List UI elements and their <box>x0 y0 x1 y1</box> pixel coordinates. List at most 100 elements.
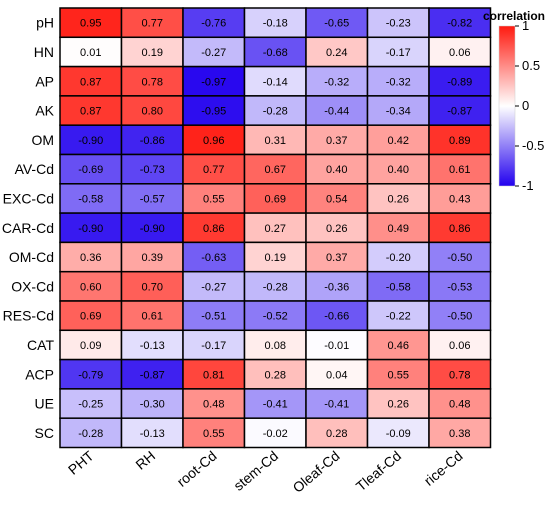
cell-value-label: -0.82 <box>447 18 472 30</box>
column-label: stem-Cd <box>230 448 281 494</box>
heatmap-cell <box>182 270 246 302</box>
cell-value-label: -0.18 <box>263 18 288 30</box>
cell-value-label: -0.30 <box>140 399 165 411</box>
heatmap-cell <box>366 417 430 449</box>
column-label: Oleaf-Cd <box>289 448 342 496</box>
row-label: pH <box>36 15 54 31</box>
cell-value-label: -0.28 <box>263 106 288 118</box>
colorbar-tick-label: 0 <box>522 98 529 113</box>
cell-value-label: 0.89 <box>449 135 470 147</box>
colorbar-tick-label: -1 <box>522 178 534 193</box>
row-label: HN <box>34 44 54 60</box>
cell-value-label: -0.97 <box>201 76 226 88</box>
cell-value-label: 0.69 <box>80 311 101 323</box>
heatmap-cell <box>366 212 430 244</box>
cell-value-label: -0.51 <box>201 311 226 323</box>
cell-value-label: -0.32 <box>324 76 349 88</box>
cell-value-label: 0.40 <box>388 164 409 176</box>
cell-value-label: -0.20 <box>386 252 411 264</box>
cell-value-label: 0.28 <box>265 369 286 381</box>
heatmap-cell <box>59 124 123 156</box>
heatmap-cell <box>366 95 430 126</box>
column-label: rice-Cd <box>421 448 466 489</box>
cell-value-label: 0.86 <box>449 223 470 235</box>
row-label: OM-Cd <box>9 249 54 265</box>
cell-value-label: -0.28 <box>78 428 103 440</box>
cell-value-label: -0.41 <box>324 399 349 411</box>
cell-value-label: 0.86 <box>203 223 224 235</box>
colorbar-tick-label: 0.5 <box>522 58 540 73</box>
colorbar: correlation 1 0.5 0 -0.5 -1 <box>483 9 545 193</box>
cell-value-label: 0.48 <box>449 399 470 411</box>
cell-value-label: 0.54 <box>326 193 347 205</box>
cell-value-label: 0.43 <box>449 193 470 205</box>
heatmap-cell <box>182 124 246 156</box>
cell-value-label: -0.68 <box>263 47 288 59</box>
cell-value-label: -0.87 <box>140 369 165 381</box>
row-label: OX-Cd <box>11 278 54 294</box>
cell-value-label: 0.28 <box>326 428 347 440</box>
cell-value-label: 0.95 <box>80 18 101 30</box>
row-label: AP <box>35 73 54 89</box>
cell-value-label: 0.40 <box>326 164 347 176</box>
cell-value-label: -0.95 <box>201 106 226 118</box>
cell-value-label: -0.44 <box>324 106 349 118</box>
cell-value-label: -0.58 <box>78 193 103 205</box>
cell-value-label: -0.87 <box>447 106 472 118</box>
cell-value-label: -0.76 <box>201 18 226 30</box>
cell-value-label: -0.17 <box>386 47 411 59</box>
cell-value-label: -0.41 <box>263 399 288 411</box>
heatmap-cell <box>59 417 123 449</box>
heatmap-cell <box>366 7 430 39</box>
heatmap-cell <box>59 95 123 126</box>
cell-value-label: 0.78 <box>449 369 470 381</box>
cell-value-label: 0.96 <box>203 135 224 147</box>
cell-value-label: -0.65 <box>324 18 349 30</box>
heatmap-cell <box>59 358 123 390</box>
heatmap-cell <box>59 7 123 39</box>
heatmap-cells: 0.95 0.77 -0.76 -0.18 -0.65 -0.23 -0.82 0.01 0.1… <box>59 7 492 449</box>
cell-value-label: -0.22 <box>386 311 411 323</box>
heatmap-cell <box>366 270 430 302</box>
heatmap-cell <box>243 300 307 332</box>
heatmap-cell <box>305 417 369 449</box>
cell-value-label: 0.09 <box>80 340 101 352</box>
row-label: CAR-Cd <box>2 220 54 236</box>
heatmap-cell <box>182 241 246 273</box>
column-label: Tleaf-Cd <box>353 448 404 495</box>
heatmap-cell <box>366 388 430 419</box>
cell-value-label: 0.19 <box>142 47 163 59</box>
cell-value-label: 0.78 <box>142 76 163 88</box>
cell-value-label: -0.14 <box>263 76 288 88</box>
colorbar-title: correlation <box>483 9 545 23</box>
heatmap-cell <box>428 65 492 97</box>
column-labels: PHT RH root-Cd stem-Cd Oleaf-Cd Tleaf-Cd rice-… <box>65 447 466 496</box>
cell-value-label: 0.61 <box>449 164 470 176</box>
cell-value-label: -0.09 <box>386 428 411 440</box>
cell-value-label: -0.52 <box>263 311 288 323</box>
heatmap-cell <box>182 358 246 390</box>
cell-value-label: -0.57 <box>140 193 165 205</box>
cell-value-label: -0.34 <box>386 106 411 118</box>
row-labels: pH HN AP AK OM AV-Cd EXC-Cd CAR-Cd OM-Cd OX-Cd RES… <box>2 15 55 441</box>
cell-value-label: -0.86 <box>140 135 165 147</box>
cell-value-label: 0.36 <box>80 252 101 264</box>
heatmap-cell <box>182 300 246 332</box>
cell-value-label: 0.19 <box>265 252 286 264</box>
cell-value-label: -0.28 <box>263 281 288 293</box>
cell-value-label: 0.61 <box>142 311 163 323</box>
row-label: UE <box>35 396 54 412</box>
heatmap-cell <box>305 300 369 332</box>
cell-value-label: 0.38 <box>449 428 470 440</box>
row-label: CAT <box>27 337 54 353</box>
cell-value-label: -0.89 <box>447 76 472 88</box>
heatmap-cell <box>59 329 123 361</box>
cell-value-label: -0.73 <box>140 164 165 176</box>
colorbar-gradient <box>498 25 516 187</box>
heatmap-cell <box>243 212 307 244</box>
cell-value-label: 0.55 <box>388 369 409 381</box>
column-label: PHT <box>65 447 97 478</box>
cell-value-label: 0.42 <box>388 135 409 147</box>
column-label: root-Cd <box>174 448 220 490</box>
